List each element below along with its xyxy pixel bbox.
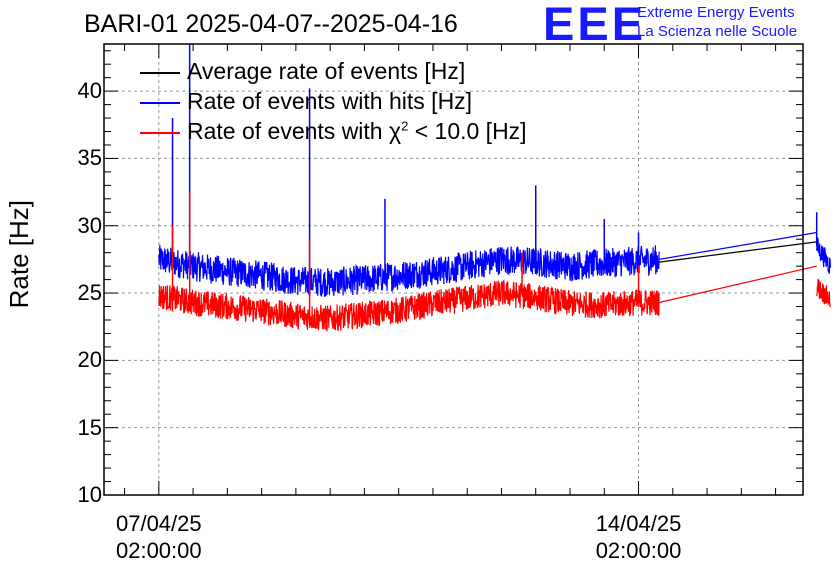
series-line <box>816 237 831 274</box>
y-tick-label: 20 <box>77 347 102 373</box>
legend-line-chi2 <box>140 132 180 134</box>
x-tick-time: 02:00:00 <box>115 538 202 563</box>
y-tick-label: 25 <box>77 280 102 306</box>
x-tick-date: 14/04/25 <box>595 511 682 536</box>
y-tick-label: 35 <box>77 145 102 171</box>
y-tick-label: 15 <box>77 414 102 440</box>
legend-line-average <box>140 72 180 74</box>
y-tick-label: 30 <box>77 212 102 238</box>
series-line <box>658 231 817 260</box>
series-line <box>158 244 660 297</box>
series-line <box>658 265 817 304</box>
logo-line-1: Extreme Energy Events <box>637 4 795 21</box>
legend-label-chi2: Rate of events with χ2 < 10.0 [Hz] <box>187 118 527 144</box>
eee-logo-text: Extreme Energy Events La Scienza nelle S… <box>637 3 797 41</box>
logo-line-2: La Scienza nelle Scuole <box>637 23 798 40</box>
y-axis-label: Rate [Hz] <box>4 200 34 309</box>
legend-label-average: Average rate of events [Hz] <box>187 58 466 84</box>
series-line <box>816 278 831 308</box>
legend-line-hits <box>140 102 180 104</box>
x-tick-label: 07/04/25 02:00:00 <box>89 510 229 564</box>
plot-frame <box>103 43 804 496</box>
y-tick-label: 10 <box>77 482 102 507</box>
y-tick-label: 40 <box>77 78 102 104</box>
eee-logo-mark: EEE <box>543 0 647 50</box>
x-tick-date: 07/04/25 <box>115 511 202 536</box>
x-tick-time: 02:00:00 <box>595 538 682 563</box>
series-line <box>659 241 817 263</box>
legend-label-hits: Rate of events with hits [Hz] <box>187 88 473 114</box>
x-tick-label: 14/04/25 02:00:00 <box>569 510 709 564</box>
series-line <box>158 279 660 332</box>
chart-title: BARI-01 2025-04-07--2025-04-16 <box>84 10 458 38</box>
